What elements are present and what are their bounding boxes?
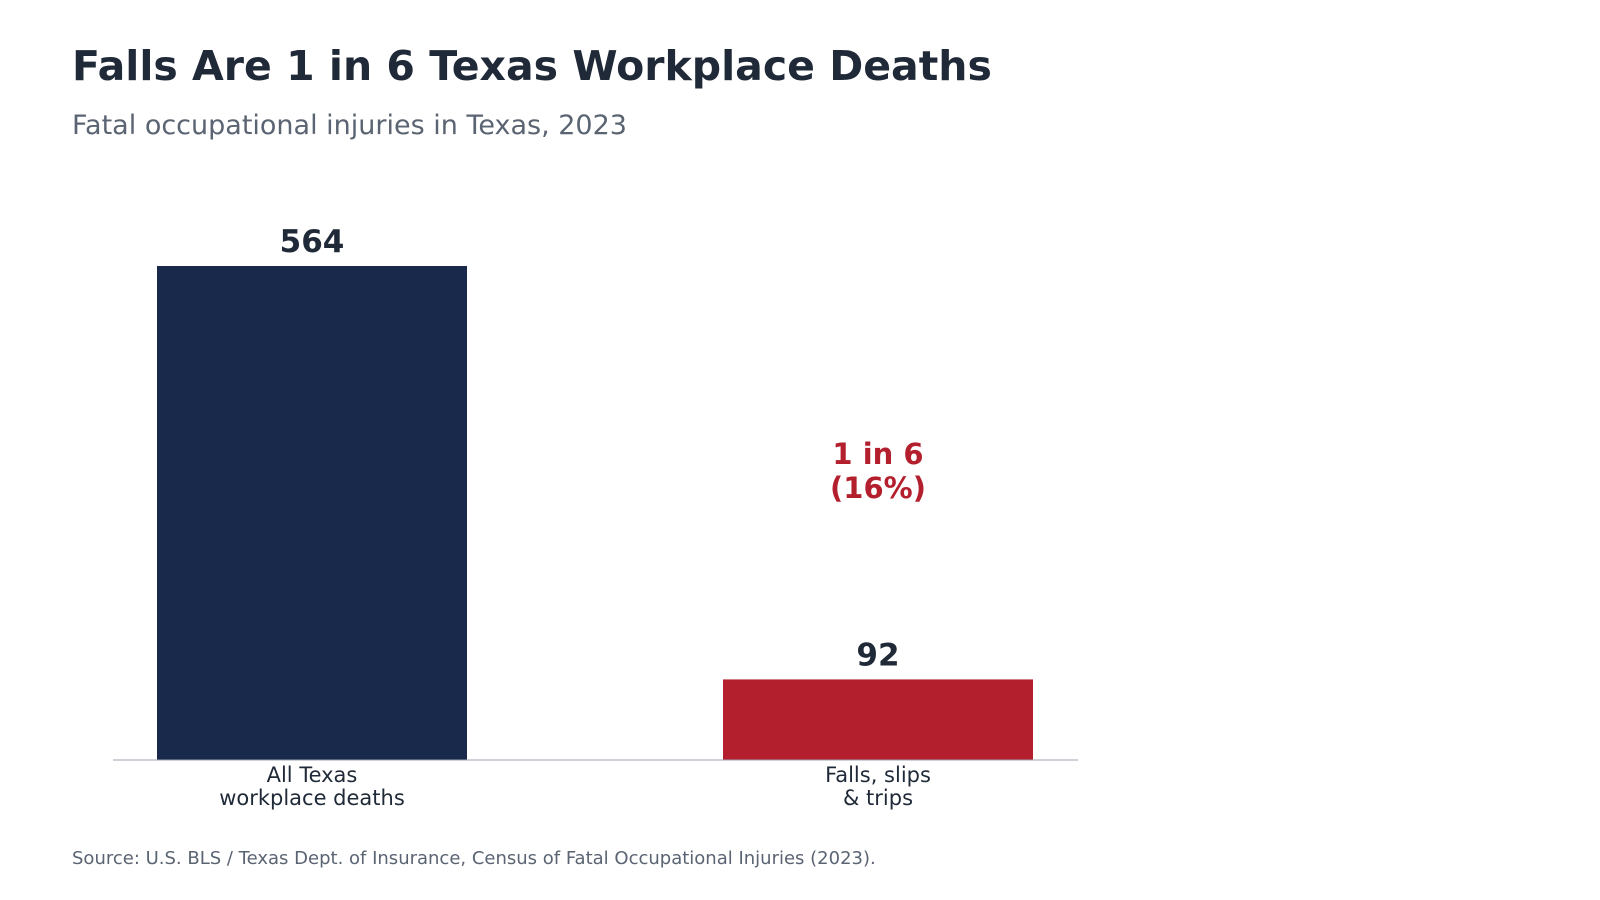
bar-1	[723, 679, 1033, 760]
category-label-0-line-1: workplace deaths	[219, 786, 405, 810]
category-label-1-line-1: & trips	[843, 786, 913, 810]
category-label-0-line-0: All Texas	[267, 763, 358, 787]
bar-0	[157, 266, 467, 760]
ratio-annotation-line-1: (16%)	[830, 471, 926, 505]
source-note: Source: U.S. BLS / Texas Dept. of Insura…	[72, 848, 876, 869]
value-label-0: 564	[280, 224, 345, 260]
ratio-annotation-line-0: 1 in 6	[832, 437, 923, 471]
chart-subtitle: Fatal occupational injuries in Texas, 20…	[72, 110, 627, 141]
chart-title: Falls Are 1 in 6 Texas Workplace Deaths	[72, 42, 992, 90]
value-label-1: 92	[856, 637, 899, 673]
category-label-1-line-0: Falls, slips	[825, 763, 931, 787]
